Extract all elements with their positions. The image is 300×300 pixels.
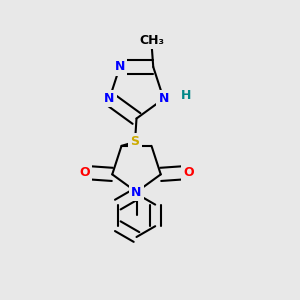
Text: H: H xyxy=(181,89,191,102)
Text: O: O xyxy=(183,167,194,179)
Text: N: N xyxy=(115,60,125,74)
Text: CH₃: CH₃ xyxy=(139,34,164,47)
Text: N: N xyxy=(158,92,169,105)
Text: O: O xyxy=(79,167,90,179)
Text: S: S xyxy=(130,135,140,148)
Text: N: N xyxy=(104,92,115,105)
Text: N: N xyxy=(131,185,142,199)
